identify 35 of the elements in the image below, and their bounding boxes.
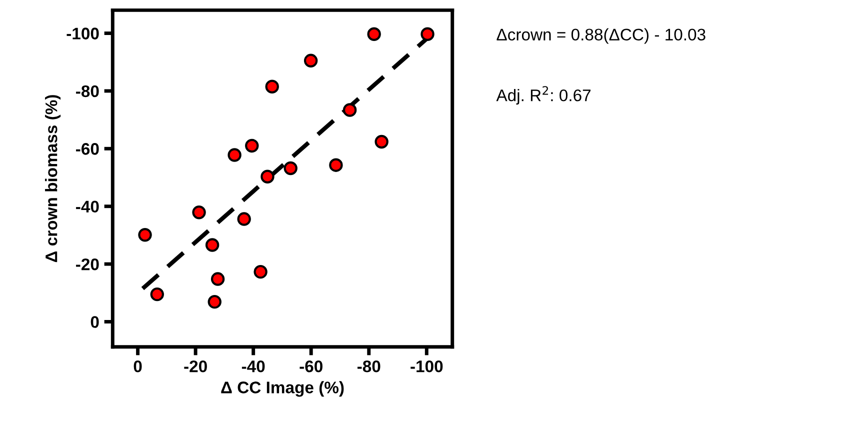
x-tick-label: -40 xyxy=(242,360,265,372)
point xyxy=(420,27,434,41)
point xyxy=(374,134,388,149)
x-tick-label: -80 xyxy=(357,360,380,372)
y-tick-label: -20 xyxy=(76,258,99,270)
x-tick-label: -100 xyxy=(410,360,443,372)
point xyxy=(192,206,206,220)
point xyxy=(260,170,274,184)
x-tick-label: -60 xyxy=(300,360,322,372)
point xyxy=(208,294,222,309)
x-tick-label: 0 xyxy=(134,360,142,372)
text: Adj. R$^{2}$: 0.67 xyxy=(496,86,591,105)
point xyxy=(150,287,164,302)
point xyxy=(228,148,242,162)
point xyxy=(254,264,268,279)
y-axis-title: Δ crown biomass (%) xyxy=(45,95,61,262)
text: Δcrown = 0.88(ΔCC) - 10.03 xyxy=(496,28,706,44)
point xyxy=(237,212,251,226)
y-tick-label: -100 xyxy=(66,28,99,40)
point xyxy=(205,238,220,252)
point xyxy=(342,103,357,117)
point xyxy=(367,27,381,41)
x-axis-title: Δ CC Image (%) xyxy=(221,381,344,397)
point xyxy=(304,54,318,68)
point xyxy=(138,228,152,242)
y-tick-label: -40 xyxy=(76,200,99,213)
point xyxy=(329,158,343,172)
y-tick-label: -60 xyxy=(76,143,99,155)
point xyxy=(210,272,225,286)
point xyxy=(245,138,259,153)
y-tick-label: -80 xyxy=(76,85,99,98)
point xyxy=(265,80,279,94)
point xyxy=(284,161,298,176)
y-tick-label: 0 xyxy=(90,316,99,328)
x-tick-label: -20 xyxy=(184,360,207,372)
